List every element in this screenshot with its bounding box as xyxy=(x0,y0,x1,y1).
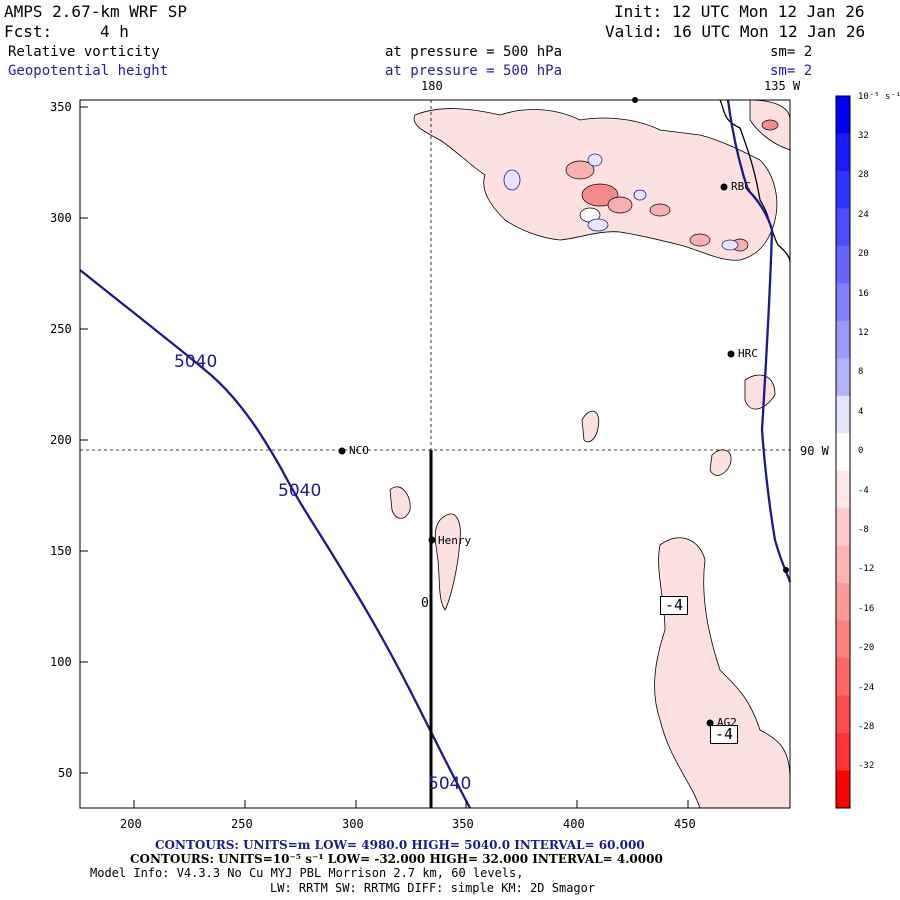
colorbar-swatch xyxy=(836,320,850,359)
colorbar-swatch xyxy=(836,583,850,622)
field2-level: at pressure = 500 hPa xyxy=(385,63,563,79)
vort-label-neg4-b: -4 xyxy=(710,725,739,744)
colorbar-label: 8 xyxy=(858,367,864,378)
colorbar-label: -20 xyxy=(858,643,875,654)
model-title: AMPS 2.67-km WRF SP xyxy=(4,2,188,21)
lon-label-90w: 90 W xyxy=(800,444,829,458)
footer-physics-info: LW: RRTM SW: RRTMG DIFF: simple KM: 2D S… xyxy=(270,881,596,895)
colorbar-frame xyxy=(835,95,851,809)
x-tick-450: 450 xyxy=(674,817,696,831)
footer-model-info: Model Info: V4.3.3 No Cu MYJ PBL Morriso… xyxy=(90,866,524,880)
colorbar-swatch xyxy=(836,133,850,172)
colorbar-swatch xyxy=(836,208,850,247)
colorbar-label: 20 xyxy=(858,249,869,260)
field1-level: at pressure = 500 hPa xyxy=(385,44,563,60)
colorbar-label: 4 xyxy=(858,406,864,417)
colorbar-label: 32 xyxy=(858,131,869,141)
colorbar-label: 12 xyxy=(858,328,869,338)
footer-vorticity-contours: CONTOURS: UNITS=10⁻⁵ s⁻¹ LOW= -32.000 HI… xyxy=(130,852,663,866)
colorbar-swatch xyxy=(836,508,850,547)
colorbar-label: -8 xyxy=(858,525,869,535)
y-ticks xyxy=(80,106,88,774)
vorticity-shading xyxy=(389,99,791,809)
colorbar-swatch xyxy=(836,96,850,134)
x-tick-350: 350 xyxy=(452,817,474,831)
colorbar-label: -24 xyxy=(858,682,875,693)
x-tick-250: 250 xyxy=(231,817,253,831)
x-tick-300: 300 xyxy=(342,817,364,831)
colorbar-swatch xyxy=(836,470,850,509)
colorbar-swatch xyxy=(836,358,850,397)
colorbar-swatch xyxy=(836,245,850,284)
station-ag2-label: AG2 xyxy=(717,716,737,729)
lon-label-180: 180 xyxy=(421,79,443,93)
colorbar-swatch xyxy=(836,658,850,697)
lon-label-135w: 135 W xyxy=(764,79,801,93)
colorbar-swatch xyxy=(836,545,850,584)
colorbar-label: -4 xyxy=(858,485,869,496)
colorbar-swatch xyxy=(836,620,850,659)
y-tick-250: 250 xyxy=(50,322,72,336)
coastline xyxy=(719,99,791,263)
colorbar-label: -12 xyxy=(858,564,875,575)
colorbar-swatch xyxy=(836,283,850,322)
colorbar-label: 16 xyxy=(858,288,869,299)
height-contours xyxy=(79,99,792,809)
positive-vorticity xyxy=(503,153,739,251)
station-ag2-marker[interactable] xyxy=(706,719,714,727)
x-ticks xyxy=(133,800,689,808)
colorbar-unit: 10⁻⁵ s⁻¹ xyxy=(858,92,900,102)
vorticity-cells xyxy=(565,119,779,252)
y-tick-50: 50 xyxy=(58,766,73,780)
x-tick-200: 200 xyxy=(120,817,142,831)
station-henry-label: Henry xyxy=(438,534,472,547)
station-hrc-marker[interactable] xyxy=(727,350,735,358)
footer-height-contours: CONTOURS: UNITS=m LOW= 4980.0 HIGH= 5040… xyxy=(155,838,645,852)
colorbar-label: -16 xyxy=(858,603,875,614)
vort-label-neg4-a: -4 xyxy=(660,596,689,615)
y-tick-300: 300 xyxy=(50,211,72,225)
field1-smoothing: sm= 2 xyxy=(770,44,813,60)
station-henry-marker[interactable] xyxy=(428,536,436,544)
colorbar-label: 28 xyxy=(858,170,869,181)
colorbar-label: -32 xyxy=(858,761,875,772)
valid-time: Valid: 16 UTC Mon 12 Jan 26 xyxy=(605,22,866,41)
colorbar-swatch xyxy=(836,770,850,809)
colorbar-swatch xyxy=(836,733,850,772)
x-tick-400: 400 xyxy=(563,817,585,831)
colorbar-swatch xyxy=(836,395,850,434)
y-tick-200: 200 xyxy=(50,433,72,447)
colorbar-label: -28 xyxy=(858,722,875,732)
y-tick-350: 350 xyxy=(50,100,72,114)
vort-label-zero: 0 xyxy=(421,596,429,611)
field2-name: Geopotential height xyxy=(8,63,169,79)
station-rbc-marker[interactable] xyxy=(720,183,728,191)
height-label-5040-a: 5040 xyxy=(174,352,218,372)
station-markers xyxy=(338,97,789,727)
field2-smoothing: sm= 2 xyxy=(770,63,813,79)
colorbar-swatch xyxy=(836,170,850,209)
station-nco-label: NCO xyxy=(349,444,369,457)
height-label-5040-b: 5040 xyxy=(278,481,322,501)
plot-frame xyxy=(79,99,791,809)
station-hrc-label: HRC xyxy=(738,347,758,360)
station-nco-marker[interactable] xyxy=(338,447,346,455)
colorbar xyxy=(836,96,850,809)
y-tick-100: 100 xyxy=(50,655,72,669)
forecast-hour: 4 h xyxy=(100,22,129,41)
forecast-label: Fcst: xyxy=(4,22,53,41)
station-top-marker[interactable] xyxy=(632,97,638,103)
colorbar-swatch xyxy=(836,433,850,472)
colorbar-label: 0 xyxy=(858,446,864,457)
field1-name: Relative vorticity xyxy=(8,44,160,60)
station-edge-marker[interactable] xyxy=(783,567,789,573)
height-label-5040-c: 5040 xyxy=(428,774,472,794)
station-rbc-label: RBC xyxy=(731,180,751,193)
colorbar-label: 24 xyxy=(858,209,869,220)
y-tick-150: 150 xyxy=(50,544,72,558)
init-time: Init: 12 UTC Mon 12 Jan 26 xyxy=(614,2,865,21)
colorbar-swatch xyxy=(836,695,850,734)
